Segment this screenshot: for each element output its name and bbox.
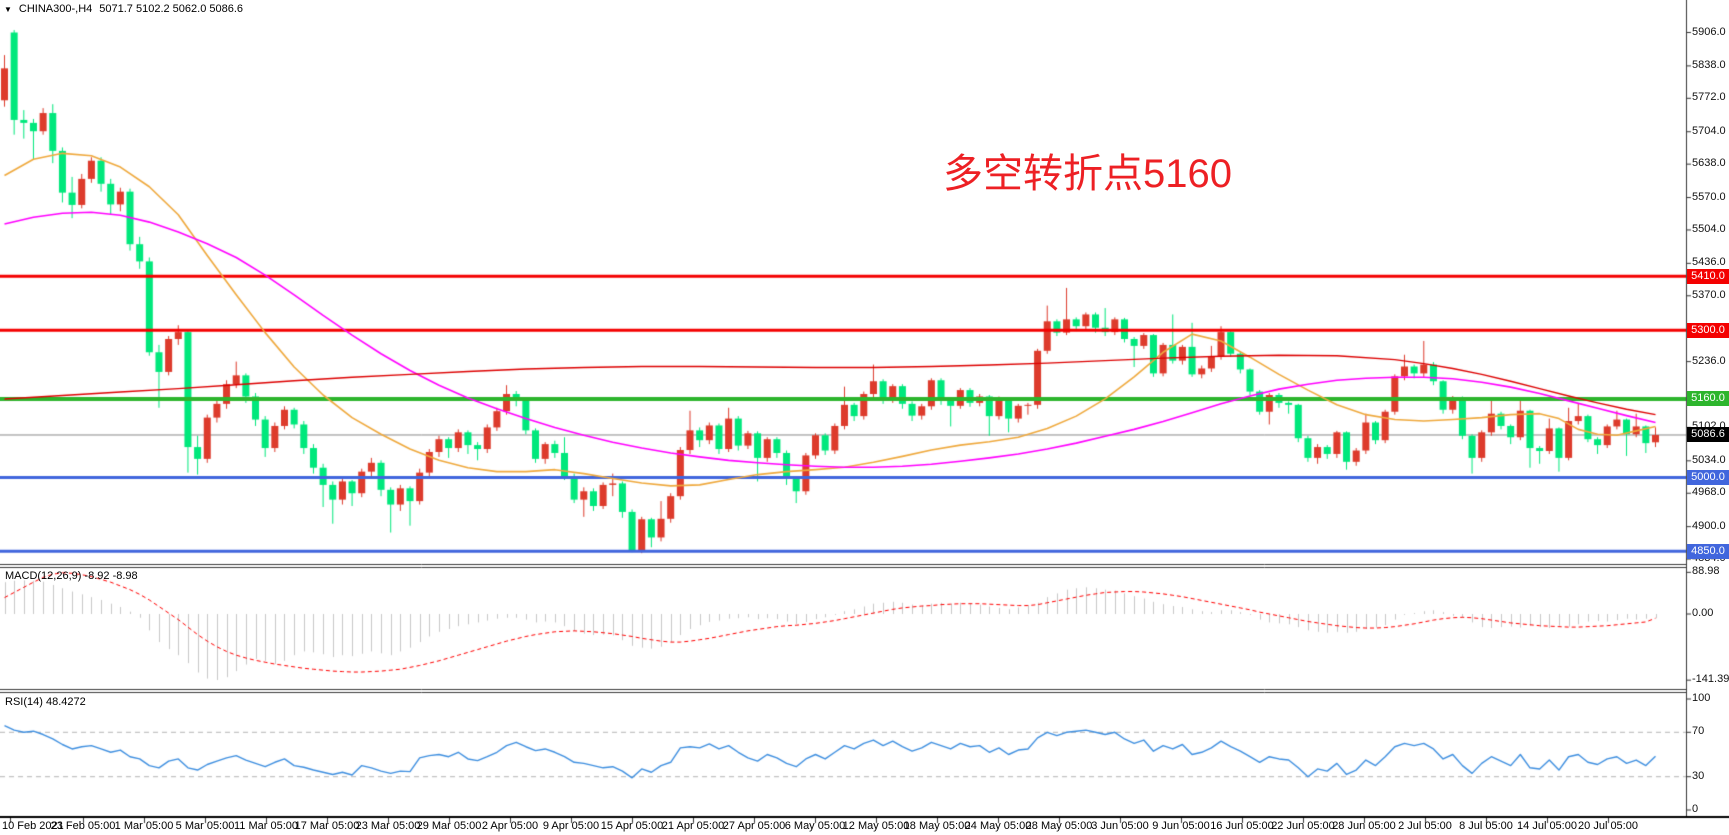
chart-dropdown-icon[interactable]: ▼	[4, 4, 12, 14]
time-axis-label: 15 Apr 05:00	[600, 820, 664, 832]
macd-tick-label: -141.39	[1692, 673, 1729, 686]
time-axis-label: 9 Jun 05:00	[1152, 820, 1210, 832]
rsi-tick-label: 100	[1692, 692, 1711, 704]
time-axis-label: 28 May 05:00	[1025, 820, 1093, 832]
price-tick-label: 5034.0	[1692, 453, 1726, 466]
time-axis-label: 16 Jun 05:00	[1210, 820, 1274, 832]
price-level-label: 4850.0	[1687, 543, 1729, 559]
time-axis-label: 23 Feb 05:00	[50, 820, 116, 832]
time-axis-label: 5 Mar 05:00	[175, 820, 235, 832]
price-tick-label: 4968.0	[1692, 486, 1726, 499]
price-level-label: 5410.0	[1687, 268, 1729, 284]
price-level-label: 5086.6	[1687, 427, 1729, 443]
price-tick-label: 5704.0	[1692, 124, 1726, 137]
annotation-text: 多空转折点5160	[943, 152, 1232, 196]
time-axis-label: 3 Jun 05:00	[1091, 820, 1149, 832]
macd-tick-label: 88.98	[1692, 565, 1720, 578]
symbol-name: CHINA300-,H4	[18, 3, 93, 15]
price-tick-label: 5504.0	[1692, 222, 1726, 235]
price-tick-label: 5436.0	[1692, 256, 1726, 269]
symbol-ohlc-values: 5071.7 5102.2 5062.0 5086.6	[99, 3, 244, 15]
rsi-tick-label: 30	[1692, 769, 1705, 782]
time-axis-label: 20 Jul 05:00	[1578, 820, 1638, 832]
price-tick-label: 5772.0	[1692, 91, 1726, 104]
time-axis-label: 22 Jun 05:00	[1271, 820, 1335, 832]
time-axis-label: 17 Mar 05:00	[294, 820, 360, 832]
price-tick-label: 5906.0	[1692, 25, 1726, 38]
price-tick-label: 5838.0	[1692, 58, 1726, 71]
time-axis-label: 29 Mar 05:00	[416, 820, 482, 832]
time-axis-label: 10 Feb 2021	[2, 820, 64, 832]
time-axis-label: 8 Jul 05:00	[1459, 820, 1513, 832]
time-axis-label: 9 Apr 05:00	[542, 820, 600, 832]
price-tick-label: 5370.0	[1692, 288, 1726, 301]
price-tick-label: 5236.0	[1692, 354, 1726, 367]
time-axis-label: 27 Apr 05:00	[722, 820, 786, 832]
time-axis-label: 28 Jun 05:00	[1332, 820, 1396, 832]
time-axis-label: 1 Mar 05:00	[114, 820, 174, 832]
rsi-indicator-label: RSI(14) 48.4272	[5, 696, 86, 708]
time-axis-label: 21 Apr 05:00	[661, 820, 725, 832]
time-axis-label: 24 May 05:00	[964, 820, 1032, 832]
macd-indicator-label: MACD(12,26,9) -8.92 -8.98	[5, 570, 138, 582]
symbol-info: ▼ CHINA300-,H4 5071.7 5102.2 5062.0 5086…	[4, 2, 243, 16]
time-axis-label: 2 Jul 05:00	[1398, 820, 1452, 832]
time-axis-label: 14 Jul 05:00	[1517, 820, 1577, 832]
time-axis-label: 11 Mar 05:00	[233, 820, 299, 832]
time-axis-label: 6 May 05:00	[784, 820, 846, 832]
price-level-label: 5160.0	[1687, 391, 1729, 407]
time-axis-label: 23 Mar 05:00	[355, 820, 421, 832]
price-tick-label: 4900.0	[1692, 519, 1726, 532]
time-axis-label: 12 May 05:00	[842, 820, 910, 832]
macd-tick-label: 0.00	[1692, 607, 1714, 619]
price-level-label: 5300.0	[1687, 322, 1729, 338]
price-level-label: 5000.0	[1687, 470, 1729, 486]
price-tick-label: 5638.0	[1692, 157, 1726, 170]
time-axis-label: 2 Apr 05:00	[481, 820, 539, 832]
rsi-tick-label: 0	[1692, 803, 1699, 815]
price-tick-label: 5570.0	[1692, 190, 1726, 203]
time-axis-label: 18 May 05:00	[903, 820, 971, 832]
rsi-tick-label: 70	[1692, 725, 1705, 738]
